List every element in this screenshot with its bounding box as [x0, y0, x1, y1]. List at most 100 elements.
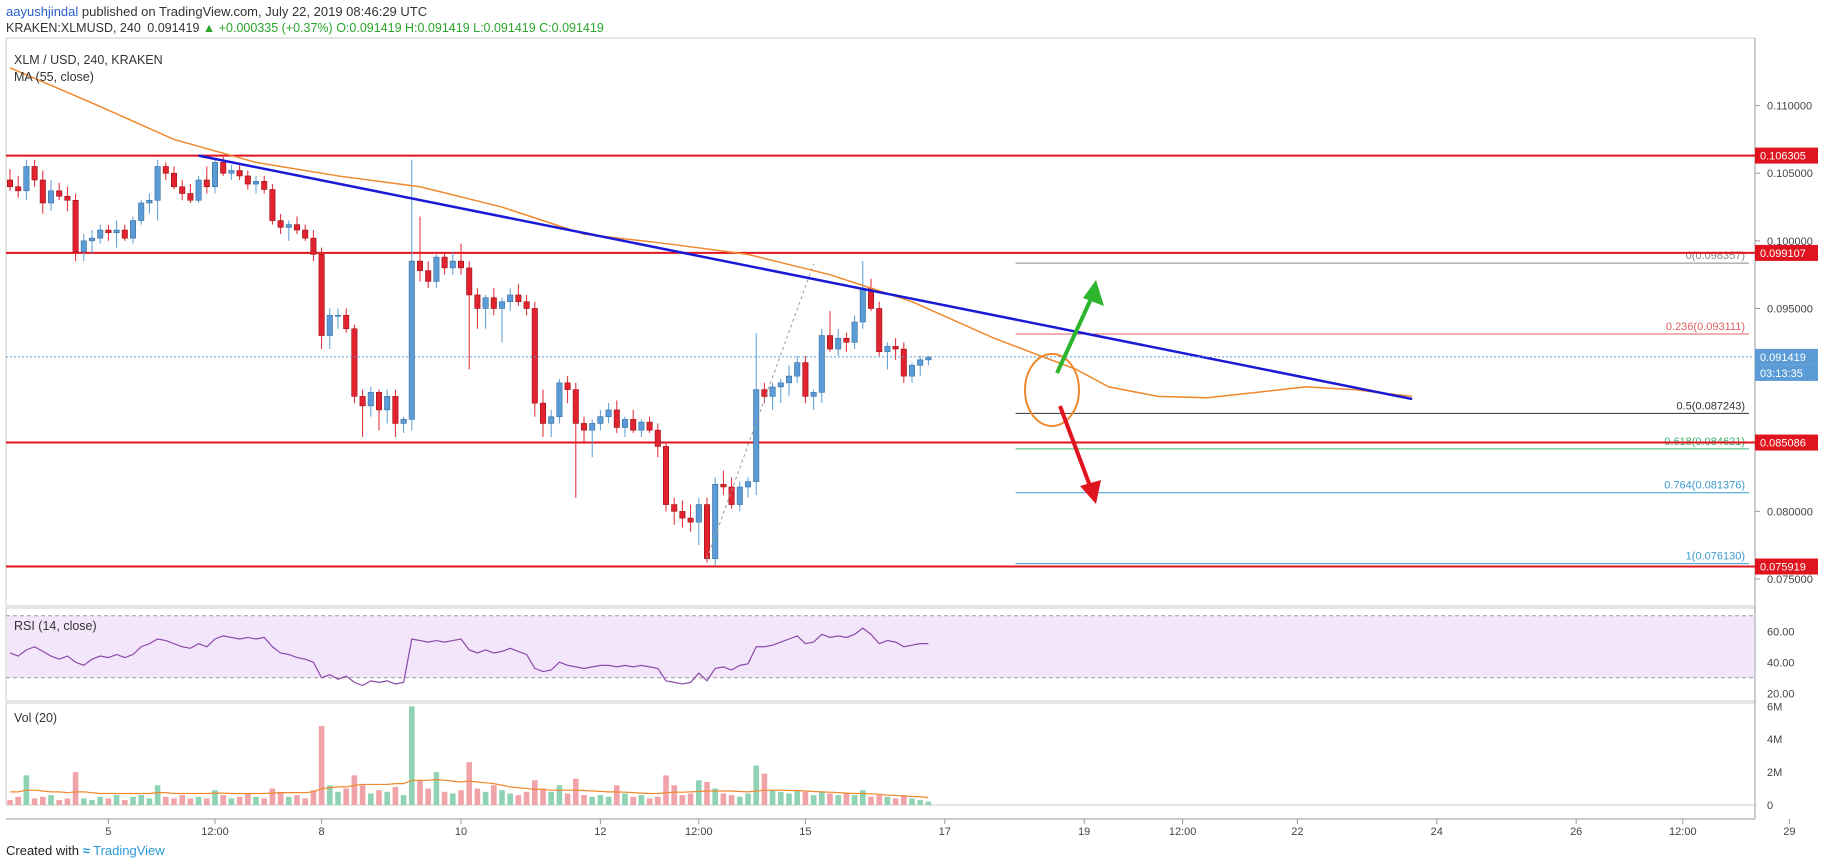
volume-bar	[204, 798, 210, 805]
volume-bar	[154, 785, 161, 805]
candle-body	[900, 348, 907, 377]
last-price-tag-label: 0.091419	[1760, 352, 1806, 364]
volume-bar	[122, 800, 128, 805]
volume-bar	[696, 780, 702, 805]
created-with-text: Created with	[6, 843, 79, 858]
volume-tick-label: 2M	[1767, 767, 1782, 779]
annotation-circle	[1024, 353, 1080, 427]
x-tick-label: 10	[455, 826, 467, 838]
candle-body	[876, 308, 883, 353]
volume-bar	[491, 785, 497, 805]
candle-body	[646, 421, 653, 431]
tradingview-brand-link[interactable]: TradingView	[93, 843, 165, 858]
candle-body	[400, 419, 407, 424]
candle-body	[564, 382, 571, 390]
candle-body	[433, 256, 440, 282]
candle-body	[769, 386, 776, 397]
candle-body	[744, 481, 751, 488]
volume-bar	[704, 781, 710, 805]
candle-body	[630, 419, 637, 431]
x-tick-label: 24	[1431, 826, 1443, 838]
candle-body	[384, 396, 391, 411]
volume-bar	[884, 796, 891, 805]
candle-body	[597, 416, 604, 424]
volume-bar	[335, 791, 341, 805]
candle-body	[785, 375, 792, 384]
candle-body	[23, 166, 30, 192]
y-tick-label: 0.100000	[1767, 236, 1813, 248]
candle-body	[392, 396, 399, 424]
bullish-arrow	[1055, 287, 1098, 374]
x-tick-label: 22	[1291, 826, 1303, 838]
level-price-tag-label: 0.085086	[1760, 438, 1806, 450]
candle-body	[138, 202, 145, 221]
candle-body	[548, 416, 555, 424]
volume-bar	[827, 793, 833, 805]
volume-bar	[810, 795, 817, 805]
candle-body	[851, 321, 858, 343]
x-tick-label: 12:00	[685, 826, 713, 838]
volume-bar	[368, 793, 374, 805]
candle-body	[375, 392, 382, 411]
candle-body	[253, 181, 260, 185]
x-tick-label: 12:00	[1669, 826, 1697, 838]
candle-body	[15, 186, 22, 192]
candle-body	[753, 389, 760, 482]
candle-body	[810, 392, 817, 397]
candle-body	[925, 356, 932, 361]
candle-body	[884, 346, 891, 353]
volume-bar	[843, 793, 850, 805]
rsi-band	[7, 615, 1754, 678]
volume-bar	[15, 796, 21, 805]
volume-bar	[302, 798, 308, 805]
candle-body	[843, 337, 850, 343]
candle-body	[80, 240, 87, 252]
candle-body	[474, 294, 481, 309]
volume-bar	[605, 796, 612, 805]
volume-bar	[31, 798, 38, 805]
x-tick-label: 17	[939, 826, 951, 838]
candle-body	[556, 382, 563, 417]
candle-body	[531, 308, 538, 404]
volume-bar	[507, 793, 513, 805]
candle-body	[31, 166, 38, 181]
candle-body	[457, 260, 464, 269]
candle-body	[285, 224, 292, 228]
volume-bar	[589, 796, 595, 805]
candle-body	[113, 229, 120, 234]
volume-bar	[474, 788, 481, 805]
level-price-tag-label: 0.099107	[1760, 248, 1806, 260]
candle-body	[859, 287, 866, 323]
volume-bar	[269, 788, 276, 805]
volume-legend: Vol (20)	[14, 711, 57, 725]
fib-level-label: 0.236(0.093111)	[1666, 321, 1745, 333]
x-tick-label: 19	[1078, 826, 1090, 838]
volume-bar	[245, 793, 251, 805]
volume-bar	[228, 798, 235, 805]
volume-bar	[909, 798, 915, 805]
x-tick-label: 8	[319, 826, 325, 838]
footer: Created with ≈ TradingView	[6, 843, 165, 858]
candle-body	[212, 162, 219, 188]
fib-level-label: 1(0.076130)	[1686, 551, 1745, 563]
candle-body	[334, 314, 341, 317]
tradingview-logo-icon: ≈	[82, 843, 90, 858]
author-link[interactable]: aayushjindal	[6, 4, 79, 19]
candle-body	[507, 294, 514, 303]
x-tick-label: 12:00	[201, 826, 229, 838]
volume-bar	[540, 788, 546, 805]
candle-body	[130, 220, 137, 239]
candle-body	[408, 260, 415, 420]
candle-body	[56, 190, 63, 197]
volume-bar	[458, 790, 464, 805]
volume-bar	[597, 795, 604, 805]
countdown-tag-label: 03:13:35	[1760, 368, 1803, 380]
volume-bar	[851, 795, 858, 805]
volume-tick-label: 6M	[1767, 701, 1782, 713]
volume-bar	[556, 785, 563, 805]
candle-body	[638, 421, 645, 431]
volume-bar	[532, 780, 538, 805]
candle-body	[39, 179, 46, 204]
volume-bar	[433, 772, 440, 805]
